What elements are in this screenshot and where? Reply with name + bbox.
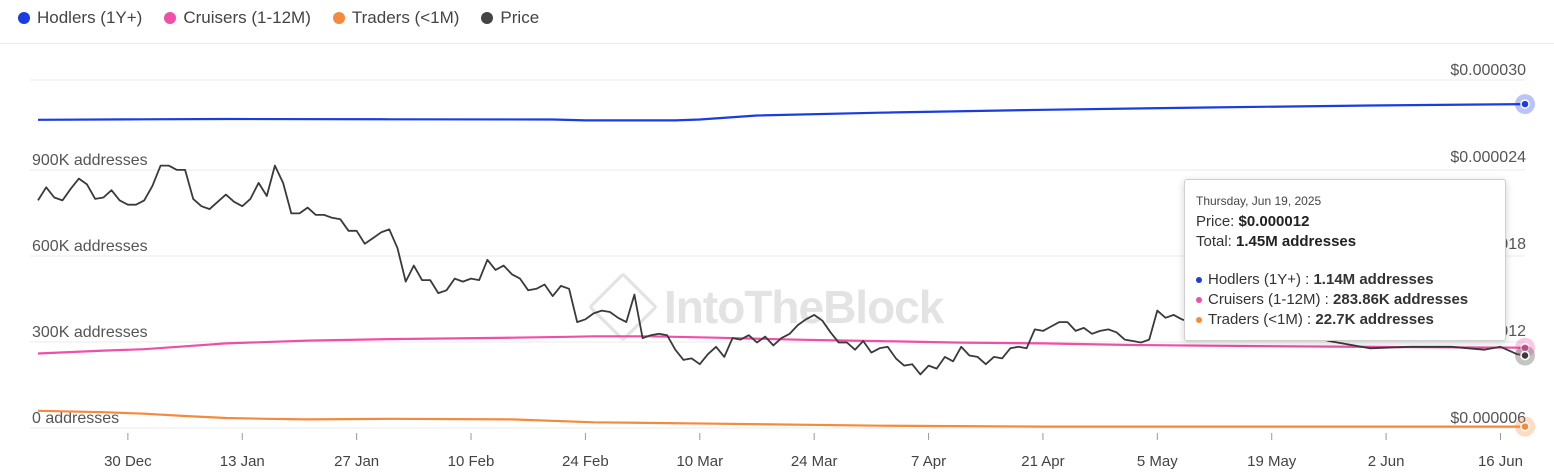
- legend-dot-icon: [18, 12, 30, 24]
- tooltip-price: Price: $0.000012: [1196, 212, 1493, 232]
- legend-label: Hodlers (1Y+): [37, 8, 143, 27]
- legend-dot-icon: [164, 12, 177, 24]
- legend-label: Cruisers (1-12M): [183, 8, 311, 27]
- legend-item-traders[interactable]: Traders (<1M): [332, 8, 460, 28]
- x-tick-label: 2 Jun: [1368, 453, 1405, 470]
- y-left-tick-label: 300K addresses: [32, 324, 148, 341]
- x-tick-label: 16 Jun: [1478, 453, 1523, 470]
- y-left-tick-label: 0 addresses: [32, 410, 119, 427]
- tooltip-row-hodlers: Hodlers (1Y+) : 1.14M addresses: [1196, 270, 1493, 290]
- legend-label: Traders (<1M): [351, 8, 460, 27]
- y-left-tick-label: 600K addresses: [32, 238, 148, 255]
- legend-item-cruisers[interactable]: Cruisers (1-12M): [164, 8, 311, 28]
- legend-item-price[interactable]: Price: [481, 8, 539, 28]
- tooltip-total: Total: 1.45M addresses: [1196, 232, 1493, 252]
- tooltip-total-value: 1.45M addresses: [1236, 233, 1357, 250]
- legend-divider: [0, 43, 1554, 44]
- x-tick-label: 21 Apr: [1021, 453, 1064, 470]
- x-tick-label: 13 Jan: [220, 453, 265, 470]
- tooltip-row-value: 1.14M addresses: [1313, 271, 1434, 288]
- tooltip-row-cruisers: Cruisers (1-12M) : 283.86K addresses: [1196, 290, 1493, 310]
- watermark: IntoTheBlock: [587, 271, 944, 343]
- tooltip-price-value: $0.000012: [1238, 213, 1310, 230]
- tooltip-price-label: Price:: [1196, 213, 1239, 230]
- tooltip-row-value: 22.7K addresses: [1315, 311, 1434, 328]
- x-tick-label: 24 Feb: [562, 453, 609, 470]
- legend: Hodlers (1Y+) Cruisers (1-12M) Traders (…: [18, 8, 539, 28]
- tooltip-dot-icon: [1196, 297, 1202, 303]
- series-line-price: [37, 164, 1526, 376]
- tooltip-date: Thursday, Jun 19, 2025: [1196, 194, 1322, 208]
- hover-point: [1520, 99, 1530, 109]
- series-line-cruisers-1-12m-: [37, 335, 1526, 355]
- x-tick-label: 7 Apr: [911, 453, 946, 470]
- legend-item-hodlers[interactable]: Hodlers (1Y+): [18, 8, 142, 28]
- y-right-tick-label: $0.000006: [1450, 410, 1526, 427]
- series-line-traders-1m-: [37, 409, 1525, 428]
- watermark-text: IntoTheBlock: [664, 281, 944, 333]
- x-tick-label: 27 Jan: [334, 453, 379, 470]
- tooltip-dot-icon: [1196, 317, 1202, 323]
- y-right-tick-label: $0.000030: [1450, 62, 1526, 79]
- tooltip-total-label: Total:: [1196, 233, 1237, 250]
- legend-label: Price: [500, 8, 540, 27]
- hover-point: [1520, 350, 1530, 361]
- tooltip-dot-icon: [1196, 277, 1202, 283]
- tooltip-row-label: Cruisers (1-12M) :: [1208, 291, 1329, 308]
- y-right-tick-label: $0.000024: [1450, 149, 1526, 166]
- hover-point: [1520, 421, 1530, 432]
- tooltip-row-traders: Traders (<1M) : 22.7K addresses: [1196, 310, 1493, 330]
- legend-dot-icon: [481, 12, 494, 24]
- series-line-hodlers-1y-: [37, 103, 1526, 122]
- tooltip-row-label: Traders (<1M) :: [1208, 311, 1312, 328]
- legend-dot-icon: [332, 12, 345, 24]
- tooltip-row-label: Hodlers (1Y+) :: [1208, 271, 1310, 288]
- x-tick-label: 19 May: [1247, 453, 1297, 470]
- tooltip-row-value: 283.86K addresses: [1333, 291, 1469, 308]
- chart-tooltip: Thursday, Jun 19, 2025 Price: $0.000012 …: [1184, 179, 1506, 341]
- x-tick-label: 5 May: [1137, 453, 1178, 470]
- x-tick-label: 24 Mar: [791, 453, 838, 470]
- y-left-tick-label: 900K addresses: [32, 152, 148, 169]
- x-tick-label: 30 Dec: [104, 453, 152, 470]
- x-tick-label: 10 Mar: [676, 453, 723, 470]
- x-tick-label: 10 Feb: [448, 453, 495, 470]
